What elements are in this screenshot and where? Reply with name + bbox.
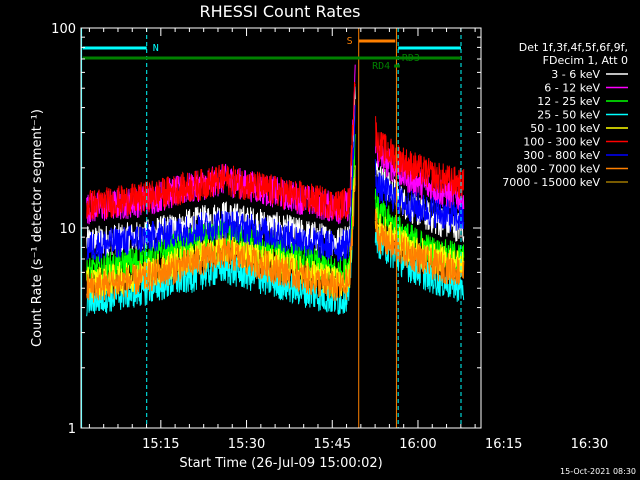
legend-entry-label: 100 - 300 keV [523,136,600,149]
legend-header-line: FDecim 1, Att 0 [543,54,628,67]
x-tick-label: 16:15 [485,437,522,452]
y-tick-label: 10 [59,222,76,237]
legend-entry-label: 6 - 12 keV [544,82,600,95]
axes-group: 1 10 100 15:15 15:30 15:45 16:00 16:15 16:30 [51,22,608,452]
legend-entry-label: 800 - 7000 keV [516,163,600,176]
x-tick-label: 15:45 [314,437,351,452]
series-line [86,176,465,303]
series-line [86,104,465,263]
plot-area: N S RD4 RD3 [81,28,465,428]
x-tick-label: 15:30 [228,437,265,452]
legend-entry-label: 25 - 50 keV [537,109,600,122]
legend-entry-label: 12 - 25 keV [537,95,600,108]
series-line [86,81,465,221]
legend-header-line: Det 1f,3f,4f,5f,6f,9f, [519,41,628,54]
legend-entry-label: 300 - 800 keV [523,149,600,162]
timestamp: 15-Oct-2021 08:30 [560,467,636,476]
flag-label: S [347,36,353,47]
legend-entry-label: 3 - 6 keV [551,68,600,81]
x-tick-label: 15:15 [142,437,179,452]
y-tick-label: 100 [51,22,76,37]
series-line [86,85,465,257]
flag-label: RD4 [372,61,390,72]
series-group [86,64,465,317]
x-axis-label: Start Time (26-Jul-09 15:00:02) [179,456,382,471]
legend-entry-label: 7000 - 15000 keV [502,176,600,189]
flag-label: N [153,43,159,54]
flag-label: RD3 [402,53,420,64]
legend-entry-label: 50 - 100 keV [530,122,600,135]
y-tick-label: 1 [68,422,76,437]
chart-title: RHESSI Count Rates [200,2,361,21]
x-tick-label: 16:00 [399,437,436,452]
y-axis-label: Count Rate (s⁻¹ detector segment⁻¹) [30,109,45,347]
x-tick-label: 16:30 [571,437,608,452]
legend: Det 1f,3f,4f,5f,6f,9f,FDecim 1, Att 03 -… [502,41,628,189]
